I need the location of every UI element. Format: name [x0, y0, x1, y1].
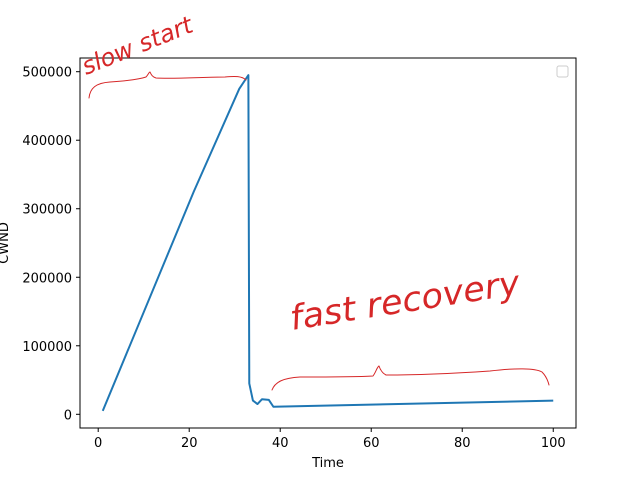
y-tick-label: 0 — [64, 408, 72, 423]
y-tick-label: 200000 — [22, 271, 72, 286]
y-axis-ticks: 0 100000 200000 300000 400000 500000 — [22, 66, 80, 423]
fast-recovery-brace — [271, 365, 550, 391]
cwnd-series-line — [101, 74, 554, 412]
x-tick-label: 0 — [94, 436, 102, 451]
x-axis-label: Time — [311, 456, 344, 471]
plot-area — [79, 57, 577, 429]
y-tick-label: 400000 — [22, 134, 72, 149]
x-tick-label: 60 — [363, 436, 380, 451]
legend-box — [556, 65, 569, 78]
y-tick-label: 300000 — [22, 203, 72, 218]
slow-start-brace — [88, 71, 247, 99]
x-axis-ticks: 0 20 40 60 80 100 — [94, 428, 566, 451]
y-tick-label: 500000 — [22, 66, 72, 81]
y-tick-label: 100000 — [22, 340, 72, 355]
x-tick-label: 80 — [454, 436, 471, 451]
x-tick-label: 20 — [181, 436, 198, 451]
x-tick-label: 100 — [541, 436, 566, 451]
y-axis-label: CWND — [0, 222, 12, 264]
x-tick-label: 40 — [272, 436, 289, 451]
